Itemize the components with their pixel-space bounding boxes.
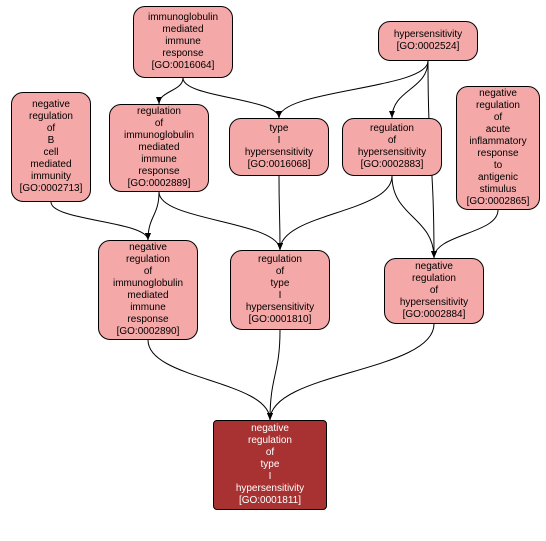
node-label: negativeregulationofBcellmediatedimmunit… [20, 99, 83, 195]
node-label: regulationoftypeIhypersensitivity[GO:000… [246, 254, 314, 326]
graph-node-n7: negativeregulationofimmunoglobulinmediat… [98, 240, 198, 340]
edge-n5-n8 [280, 176, 392, 250]
node-label: negativeregulationofhypersensitivity[GO:… [400, 261, 468, 321]
node-label: immunoglobulinmediatedimmuneresponse[GO:… [148, 12, 218, 72]
edge-n6-n9 [434, 210, 498, 258]
graph-node-n5: regulationofhypersensitivity[GO:0002883] [342, 118, 442, 176]
edge-n1-n4 [279, 61, 428, 118]
node-label: hypersensitivity[GO:0002524] [394, 29, 462, 53]
graph-node-n3: regulationofimmunoglobulinmediatedimmune… [109, 104, 209, 192]
edge-n4-n8 [279, 176, 280, 250]
edge-n5-n9 [392, 176, 434, 258]
graph-node-n6: negativeregulationofacuteinflammatoryres… [456, 86, 540, 210]
edge-n0-n3 [159, 78, 183, 104]
node-label: typeIhypersensitivity[GO:0016068] [245, 123, 313, 171]
graph-node-n2: negativeregulationofBcellmediatedimmunit… [11, 92, 91, 202]
node-label: regulationofimmunoglobulinmediatedimmune… [124, 106, 194, 190]
node-label: negativeregulationoftypeIhypersensitivit… [236, 423, 304, 507]
node-label: negativeregulationofacuteinflammatoryres… [467, 88, 530, 208]
edge-n7-n10 [148, 340, 270, 420]
edge-n2-n7 [51, 202, 148, 240]
graph-node-n9: negativeregulationofhypersensitivity[GO:… [384, 258, 484, 324]
edge-n9-n10 [270, 324, 434, 420]
graph-node-n8: regulationoftypeIhypersensitivity[GO:000… [230, 250, 330, 330]
node-label: negativeregulationofimmunoglobulinmediat… [113, 242, 183, 338]
graph-node-n4: typeIhypersensitivity[GO:0016068] [229, 118, 329, 176]
graph-node-n0: immunoglobulinmediatedimmuneresponse[GO:… [133, 6, 233, 78]
node-label: regulationofhypersensitivity[GO:0002883] [358, 123, 426, 171]
graph-node-n1: hypersensitivity[GO:0002524] [378, 21, 478, 61]
graph-node-n10: negativeregulationoftypeIhypersensitivit… [213, 420, 327, 510]
edge-n3-n7 [148, 192, 159, 240]
